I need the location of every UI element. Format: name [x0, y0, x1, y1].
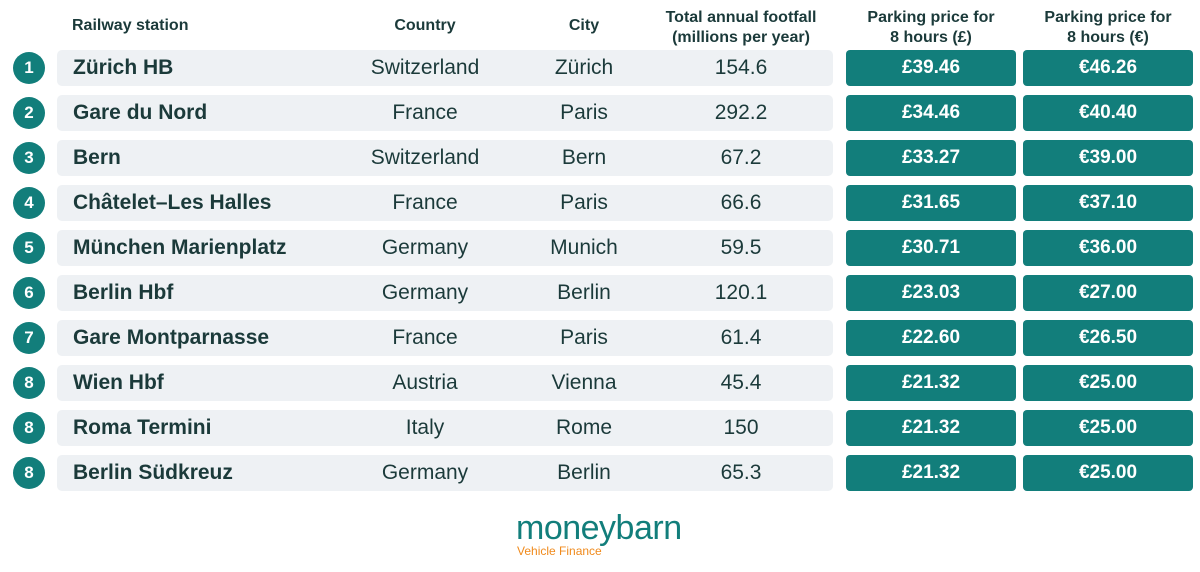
city-cell: Zürich [554, 56, 614, 79]
footfall-cell: 59.5 [720, 236, 762, 259]
price-gbp-cell: £21.32 [846, 365, 1016, 401]
footfall-cell: 66.6 [720, 191, 762, 214]
price-eur-cell: €46.26 [1023, 50, 1193, 86]
station-cell: Wien Hbf [73, 371, 164, 394]
country-cell: France [392, 191, 458, 214]
station-cell: Berlin Hbf [73, 281, 174, 304]
price-gbp-cell: £31.65 [846, 185, 1016, 221]
header-country: Country [394, 17, 456, 34]
rank-badge: 8 [13, 367, 45, 399]
price-eur-cell: €25.00 [1023, 455, 1193, 491]
price-gbp-cell: £33.27 [846, 140, 1016, 176]
station-cell: Zürich HB [73, 56, 174, 79]
price-eur-cell: €25.00 [1023, 365, 1193, 401]
row-background [57, 410, 833, 446]
price-eur-cell: €39.00 [1023, 140, 1193, 176]
header-footfall: Total annual footfall (millions per year… [650, 8, 832, 48]
price-gbp-cell: £21.32 [846, 455, 1016, 491]
rank-badge: 6 [13, 277, 45, 309]
price-gbp-cell: £23.03 [846, 275, 1016, 311]
city-cell: Rome [555, 416, 613, 439]
footfall-cell: 292.2 [714, 101, 768, 124]
city-cell: Paris [560, 191, 608, 214]
rank-badge: 7 [13, 322, 45, 354]
price-eur-cell: €36.00 [1023, 230, 1193, 266]
row-background [57, 50, 833, 86]
price-eur-cell: €27.00 [1023, 275, 1193, 311]
header-eur-line1: Parking price for [1044, 9, 1172, 26]
city-cell: Berlin [557, 461, 611, 484]
price-gbp-cell: £21.32 [846, 410, 1016, 446]
country-cell: Germany [381, 461, 469, 484]
footfall-cell: 154.6 [714, 56, 768, 79]
city-cell: Berlin [557, 281, 611, 304]
footfall-cell: 67.2 [720, 146, 762, 169]
country-cell: Switzerland [370, 56, 480, 79]
header-railway-station: Railway station [72, 17, 189, 34]
rank-badge: 4 [13, 187, 45, 219]
rank-badge: 2 [13, 97, 45, 129]
logo-tagline: Vehicle Finance [517, 544, 602, 558]
price-eur-cell: €37.10 [1023, 185, 1193, 221]
station-cell: Châtelet–Les Halles [73, 191, 272, 214]
header-gbp-line1: Parking price for [867, 9, 995, 26]
moneybarn-logo: moneybarn Vehicle Finance [500, 508, 700, 564]
country-cell: Germany [381, 281, 469, 304]
price-gbp-cell: £22.60 [846, 320, 1016, 356]
rank-badge: 8 [13, 412, 45, 444]
price-gbp-cell: £39.46 [846, 50, 1016, 86]
row-background [57, 365, 833, 401]
footfall-cell: 45.4 [720, 371, 762, 394]
country-cell: Italy [405, 416, 445, 439]
row-background [57, 140, 833, 176]
header-city: City [568, 17, 600, 34]
row-background [57, 455, 833, 491]
city-cell: Bern [561, 146, 607, 169]
rank-badge: 3 [13, 142, 45, 174]
header-parking-eur: Parking price for 8 hours (€) [1023, 8, 1193, 48]
logo-wordmark: moneybarn [516, 509, 682, 547]
country-cell: France [392, 101, 458, 124]
row-background [57, 185, 833, 221]
row-background [57, 275, 833, 311]
city-cell: Paris [560, 101, 608, 124]
station-cell: München Marienplatz [73, 236, 287, 259]
header-eur-line2: 8 hours (€) [1067, 29, 1149, 46]
price-eur-cell: €26.50 [1023, 320, 1193, 356]
station-cell: Roma Termini [73, 416, 212, 439]
row-background [57, 230, 833, 266]
row-background [57, 320, 833, 356]
rank-badge: 8 [13, 457, 45, 489]
row-background [57, 95, 833, 131]
price-eur-cell: €25.00 [1023, 410, 1193, 446]
footfall-cell: 150 [723, 416, 759, 439]
footfall-cell: 120.1 [714, 281, 768, 304]
country-cell: Germany [381, 236, 469, 259]
price-eur-cell: €40.40 [1023, 95, 1193, 131]
header-footfall-line1: Total annual footfall [665, 9, 817, 26]
footfall-cell: 65.3 [720, 461, 762, 484]
country-cell: Switzerland [370, 146, 480, 169]
footfall-cell: 61.4 [720, 326, 762, 349]
header-footfall-line2: (millions per year) [672, 29, 810, 46]
header-gbp-line2: 8 hours (£) [890, 29, 972, 46]
price-gbp-cell: £30.71 [846, 230, 1016, 266]
country-cell: Austria [392, 371, 458, 394]
station-cell: Gare du Nord [73, 101, 208, 124]
station-cell: Gare Montparnasse [73, 326, 270, 349]
station-cell: Bern [73, 146, 121, 169]
rank-badge: 1 [13, 52, 45, 84]
country-cell: France [392, 326, 458, 349]
city-cell: Vienna [551, 371, 617, 394]
header-parking-gbp: Parking price for 8 hours (£) [846, 8, 1016, 48]
city-cell: Paris [560, 326, 608, 349]
rank-badge: 5 [13, 232, 45, 264]
price-gbp-cell: £34.46 [846, 95, 1016, 131]
city-cell: Munich [550, 236, 618, 259]
station-cell: Berlin Südkreuz [73, 461, 233, 484]
